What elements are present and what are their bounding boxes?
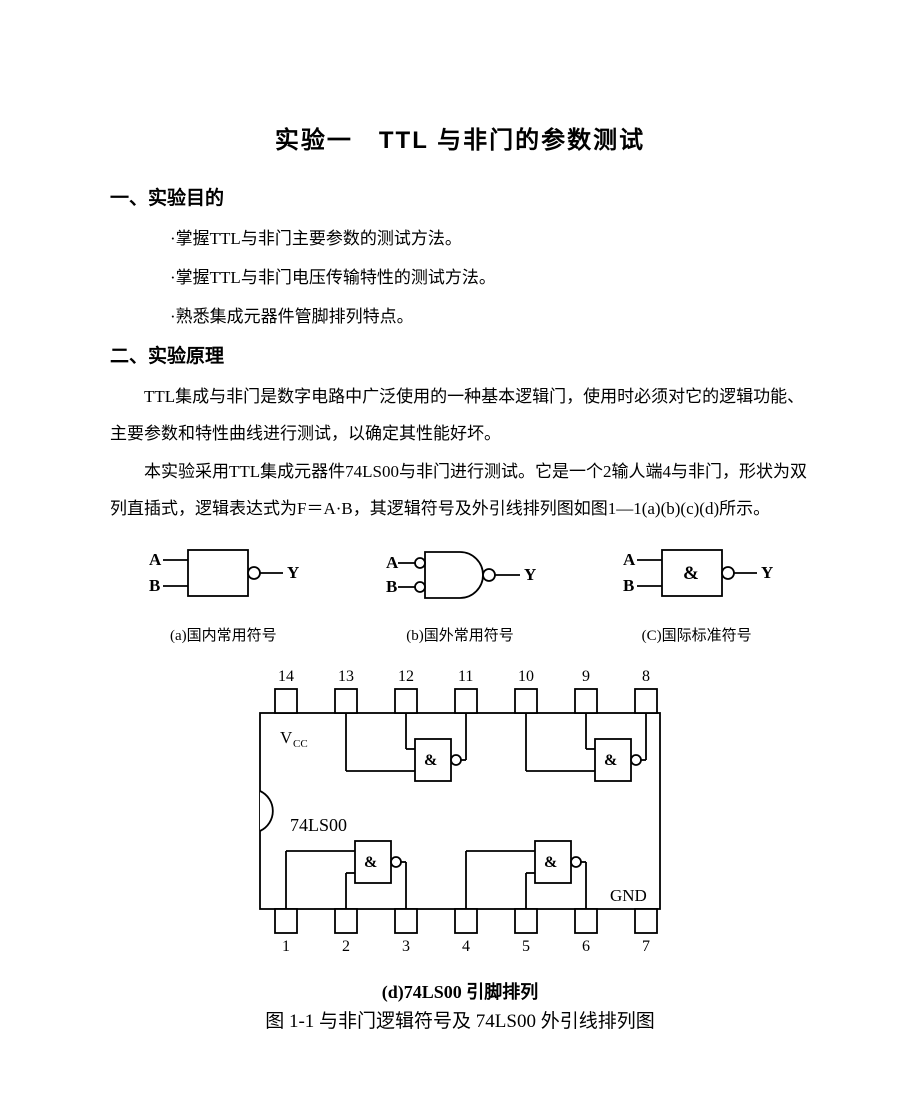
caption-c: (C)国际标准符号: [617, 624, 777, 645]
pin-14: 14: [278, 668, 294, 685]
pin-7: 7: [642, 938, 650, 955]
bullet-1: ·掌握TTL与非门主要参数的测试方法。: [170, 224, 810, 249]
pin-11: 11: [458, 668, 473, 685]
pin-10: 10: [518, 668, 534, 685]
symbol-b: A B Y (b)国外常用符号: [370, 538, 550, 645]
para-2: 本实验采用TTL集成元器件74LS00与非门进行测试。它是一个2输人端4与非门，…: [110, 453, 810, 528]
pin-4: 4: [462, 938, 470, 955]
pin-9: 9: [582, 668, 590, 685]
pin-3: 3: [402, 938, 410, 955]
bullet-3: ·熟悉集成元器件管脚排列特点。: [170, 302, 810, 327]
gate-amp-4: &: [544, 854, 557, 871]
symbol-c: & A B Y (C)国际标准符号: [617, 538, 777, 645]
pinout-74ls00-icon: & & & & V CC GND 74LS00 14 13 12 11 10 9…: [200, 651, 720, 971]
pin-13: 13: [338, 668, 354, 685]
label-a: A: [149, 550, 162, 569]
pin-2: 2: [342, 938, 350, 955]
label-y: Y: [761, 563, 773, 582]
caption-a: (a)国内常用符号: [143, 624, 303, 645]
label-a: A: [386, 553, 399, 572]
label-b: B: [386, 577, 397, 596]
vcc-label: V: [280, 728, 293, 747]
gate-amp-3: &: [364, 854, 377, 871]
caption-b: (b)国外常用符号: [370, 624, 550, 645]
amp-label: &: [683, 563, 699, 584]
nand-symbol-a-icon: A B Y: [143, 538, 303, 613]
gate-amp-1: &: [424, 752, 437, 769]
section2-heading: 二、实验原理: [110, 341, 810, 368]
pin-1: 1: [282, 938, 290, 955]
nand-symbol-b-icon: A B Y: [370, 538, 550, 613]
gnd-label: GND: [610, 886, 647, 905]
symbols-row: A B Y (a)国内常用符号 A B Y: [110, 538, 810, 645]
para-1: TTL集成与非门是数字电路中广泛使用的一种基本逻辑门，使用时必须对它的逻辑功能、…: [110, 378, 810, 453]
caption-d: (d)74LS00 引脚排列: [110, 978, 810, 1004]
symbol-a: A B Y (a)国内常用符号: [143, 538, 303, 645]
nand-symbol-c-icon: & A B Y: [617, 538, 777, 613]
gate-amp-2: &: [604, 752, 617, 769]
label-y: Y: [524, 565, 536, 584]
label-b: B: [149, 576, 160, 595]
label-a: A: [623, 550, 636, 569]
pin-5: 5: [522, 938, 530, 955]
pin-12: 12: [398, 668, 414, 685]
label-b: B: [623, 576, 634, 595]
label-y: Y: [287, 563, 299, 582]
page: 实验一 TTL 与非门的参数测试 一、实验目的 ·掌握TTL与非门主要参数的测试…: [0, 0, 920, 1093]
vcc-sub: CC: [293, 738, 308, 750]
section1-heading: 一、实验目的: [110, 183, 810, 210]
page-title: 实验一 TTL 与非门的参数测试: [110, 120, 810, 155]
caption-fig: 图 1-1 与非门逻辑符号及 74LS00 外引线排列图: [110, 1006, 810, 1033]
pinout-block: & & & & V CC GND 74LS00 14 13 12 11 10 9…: [110, 651, 810, 1033]
pin-8: 8: [642, 668, 650, 685]
part-label: 74LS00: [290, 815, 347, 835]
bullet-2: ·掌握TTL与非门电压传输特性的测试方法。: [170, 263, 810, 288]
pin-6: 6: [582, 938, 590, 955]
